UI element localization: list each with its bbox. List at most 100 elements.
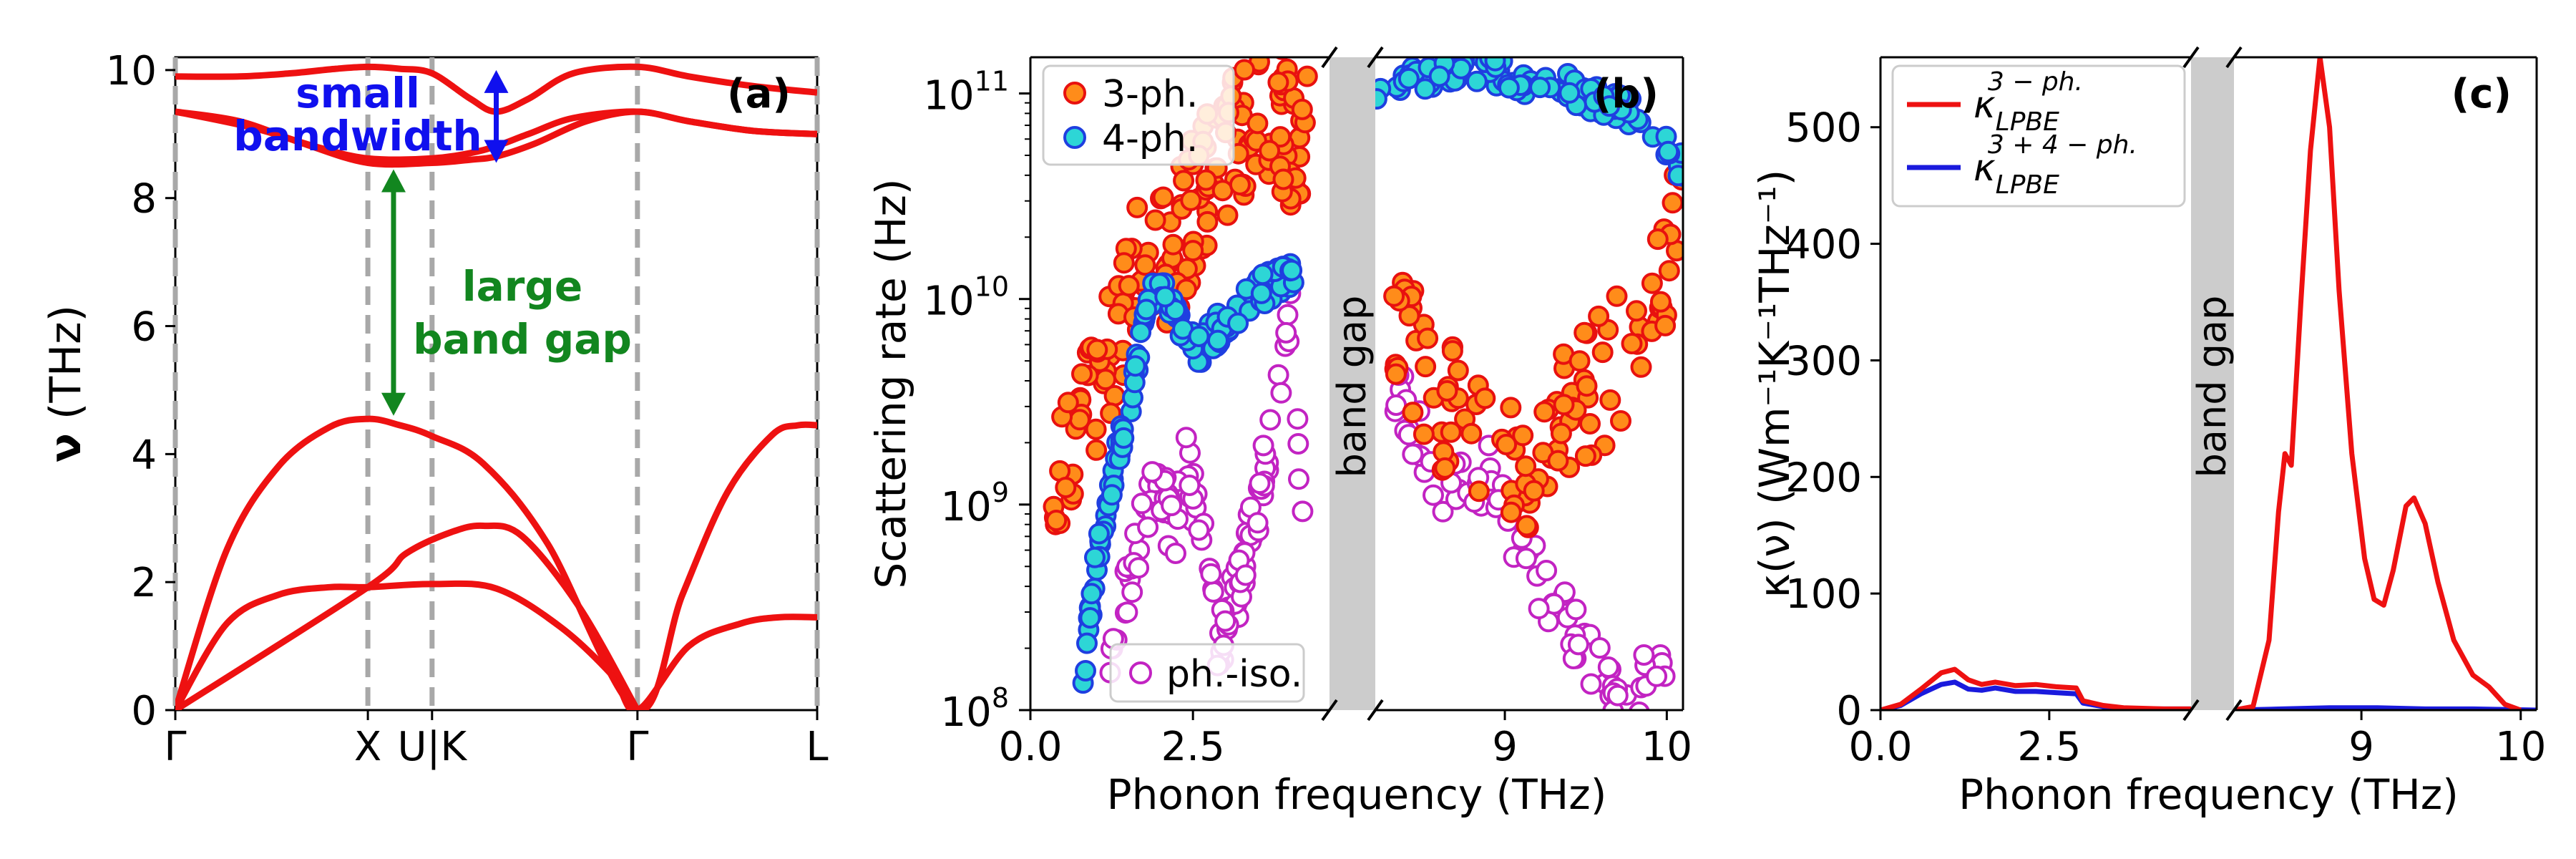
scatter-point-4ph bbox=[1124, 355, 1146, 377]
x-axis-label: Phonon frequency (THz) bbox=[1107, 770, 1607, 819]
x-tick-label: 10 bbox=[1641, 724, 1692, 770]
scatter-point-3ph bbox=[1516, 515, 1538, 537]
scatter-point-phiso bbox=[1202, 581, 1224, 603]
scatter-point-3ph bbox=[1134, 254, 1156, 276]
scatter-point-phiso bbox=[1277, 304, 1299, 326]
panel-label: (a) bbox=[727, 71, 791, 117]
y-axis-label: ν (THz) bbox=[41, 305, 91, 462]
scatter-point-3ph bbox=[1441, 340, 1463, 362]
scatter-point-3ph bbox=[1398, 305, 1420, 327]
scatter-point-3ph bbox=[1500, 501, 1522, 523]
x-tick-label: 9 bbox=[1492, 724, 1518, 770]
kappa-line-34ph-right bbox=[2233, 705, 2537, 710]
scatter-point-phiso bbox=[1128, 557, 1150, 579]
legend-label: κLPBE 3 − ph. bbox=[1974, 67, 2083, 137]
x-tick-label: 9 bbox=[2348, 724, 2374, 770]
y-tick-base: 10 bbox=[941, 484, 992, 530]
legend-kappa: κ bbox=[1974, 84, 1996, 127]
scatter-point-3ph bbox=[1588, 305, 1610, 327]
scatter-point-3ph bbox=[1579, 413, 1601, 435]
scatter-point-4ph bbox=[1084, 546, 1106, 568]
scatter-point-phiso bbox=[1287, 433, 1309, 455]
scatter-point-3ph bbox=[1196, 210, 1219, 233]
legend-box bbox=[1042, 64, 1235, 166]
scatter-point-3ph bbox=[1621, 333, 1643, 354]
legend-kappa: κ bbox=[1974, 147, 1996, 190]
y-tick-base: 10 bbox=[941, 689, 992, 736]
scatter-point-4ph bbox=[1657, 140, 1679, 162]
scatter-point-3ph bbox=[1173, 170, 1195, 192]
scatter-point-3ph bbox=[1515, 455, 1537, 477]
scatter-point-4ph bbox=[1414, 78, 1436, 100]
y-tick-exponent: 10 bbox=[975, 271, 1009, 303]
y-axis-label: Scattering rate (Hz) bbox=[867, 179, 915, 589]
scatter-point-4ph bbox=[1252, 263, 1274, 286]
scatter-point-phiso bbox=[1188, 519, 1210, 541]
scatter-point-4ph bbox=[1076, 632, 1098, 654]
annotation-band-gap: band gap bbox=[413, 315, 632, 364]
scatter-point-phiso bbox=[1629, 702, 1650, 710]
panel-label: (b) bbox=[1594, 71, 1659, 117]
scatter-point-3ph bbox=[1068, 409, 1091, 431]
scatter-point-3ph bbox=[1085, 418, 1107, 440]
scatter-point-phiso bbox=[1141, 461, 1163, 483]
x-tick-label: 0.0 bbox=[1848, 724, 1912, 770]
scatter-point-3ph bbox=[1626, 300, 1647, 322]
kappa-curves bbox=[1880, 57, 2537, 710]
scatter-point-4ph bbox=[1088, 523, 1110, 545]
scatter-point-3ph bbox=[1447, 359, 1469, 382]
scatter-point-3ph bbox=[1402, 402, 1424, 424]
scatter-point-3ph bbox=[1576, 375, 1598, 397]
branch-opt1 bbox=[175, 63, 817, 115]
y-axis-label: κ(ν) (Wm⁻¹K⁻¹THz⁻¹) bbox=[1750, 170, 1799, 598]
y-tick-exponent: 8 bbox=[992, 682, 1009, 714]
scatter-point-3ph bbox=[1085, 439, 1108, 461]
scatter-point-3ph bbox=[1662, 192, 1683, 214]
scatter-point-phiso bbox=[1131, 492, 1153, 515]
legend-label: ph.-iso. bbox=[1166, 653, 1302, 696]
scatter-point-3ph bbox=[1195, 169, 1217, 191]
scatter-point-phiso bbox=[1234, 564, 1257, 586]
y-axis-label-unit: (THz) bbox=[41, 305, 91, 433]
band-gap-label: band gap bbox=[1330, 296, 1375, 478]
scatter-point-3ph bbox=[1630, 356, 1652, 378]
scatter-point-3ph bbox=[1291, 98, 1313, 120]
scatter-point-phiso bbox=[1565, 598, 1587, 621]
y-tick-exponent: 11 bbox=[975, 66, 1009, 97]
scatter-point-3ph bbox=[1512, 424, 1534, 447]
scatter-point-phiso bbox=[1633, 644, 1655, 666]
bandwidth-arrow-head-top bbox=[484, 69, 509, 93]
legend-marker bbox=[1063, 82, 1086, 105]
scatter-point-phiso bbox=[1589, 637, 1611, 659]
scatter-point-4ph bbox=[1250, 282, 1272, 304]
scatter-point-4ph bbox=[1207, 329, 1229, 351]
scatter-points bbox=[1043, 57, 1683, 710]
scatter-point-3ph bbox=[1574, 445, 1596, 467]
scatter-point-4ph bbox=[1075, 660, 1096, 681]
legend-subscript: LPBE bbox=[1996, 107, 2059, 137]
scatter-point-phiso bbox=[1275, 321, 1297, 344]
legend-marker bbox=[1063, 126, 1086, 149]
scatter-point-3ph bbox=[1180, 189, 1202, 211]
y-tick-label: 6 bbox=[131, 304, 157, 351]
scatter-point-4ph bbox=[1529, 77, 1551, 99]
scatter-point-3ph bbox=[1103, 384, 1126, 407]
bandwidth-arrow-head-bottom bbox=[484, 140, 509, 163]
gap-arrow-head-bottom bbox=[381, 392, 406, 416]
scatter-point-phiso bbox=[1137, 516, 1159, 538]
scatter-point-3ph bbox=[1296, 65, 1318, 87]
panel-c: band gap 0 100 200 300 400 500 0.0 2.5 9 10 Phonon … bbox=[1750, 46, 2546, 819]
y-tick-label: 200 bbox=[1785, 455, 1862, 501]
legend-superscript: 3 − ph. bbox=[1988, 67, 2083, 97]
scatter-point-phiso bbox=[1214, 610, 1236, 632]
scatter-point-3ph bbox=[1234, 59, 1255, 81]
y-tick-label: 500 bbox=[1785, 105, 1862, 152]
scatter-point-phiso bbox=[1646, 665, 1668, 687]
legend-label: 3-ph. bbox=[1102, 73, 1198, 116]
scatter-point-4ph bbox=[1428, 65, 1450, 87]
x-tick-label: X bbox=[354, 724, 381, 770]
scatter-point-phiso bbox=[1200, 563, 1222, 585]
scatter-point-3ph bbox=[1606, 285, 1628, 307]
